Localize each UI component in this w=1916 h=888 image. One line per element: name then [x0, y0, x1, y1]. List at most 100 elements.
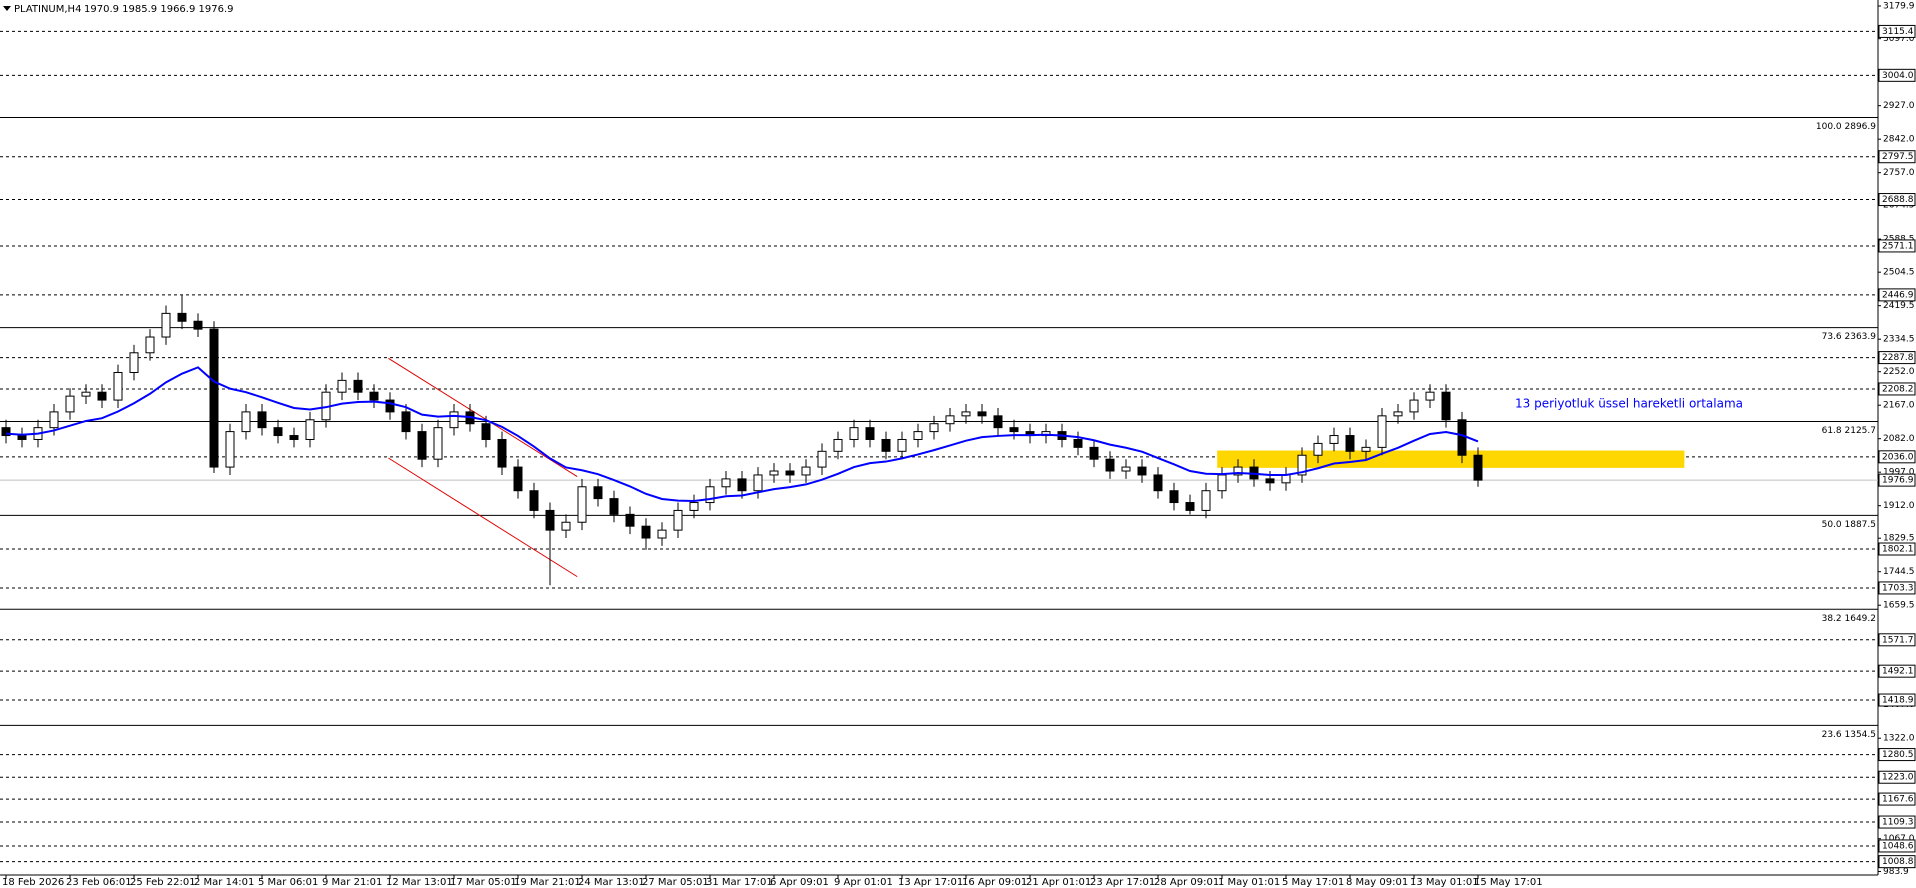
candle-body — [625, 513, 635, 527]
level-label: 1223.0 — [1882, 773, 1914, 783]
x-tick-label: 5 Mar 06:01 — [258, 877, 318, 888]
level-label-box — [1878, 792, 1916, 806]
candle-body — [1473, 454, 1483, 481]
fib-label: 50.0 1887.5 — [1822, 520, 1876, 530]
level-label: 1492.1 — [1882, 667, 1914, 677]
x-tick-label: 13 Apr 17:01 — [898, 877, 963, 888]
channel-line — [388, 357, 578, 477]
candle-body — [753, 474, 763, 492]
candle-body — [1441, 391, 1451, 421]
level-label: 1802.1 — [1882, 545, 1914, 555]
candle-body — [865, 427, 875, 440]
candle-body — [961, 411, 971, 417]
candle-body — [929, 423, 939, 433]
candle-body — [817, 450, 827, 468]
x-tick-label: 27 Mar 05:01 — [642, 877, 709, 888]
candle-body — [1313, 442, 1323, 456]
candle-body — [657, 529, 667, 539]
candle-body — [497, 438, 507, 468]
x-tick-label: 17 Mar 05:01 — [450, 877, 517, 888]
level-label: 2287.8 — [1882, 353, 1914, 363]
x-tick-label: 18 Feb 2026 — [2, 877, 64, 888]
x-tick-label: 9 Apr 01:01 — [834, 877, 893, 888]
candle-body — [1457, 419, 1467, 456]
x-tick-label: 5 May 17:01 — [1282, 877, 1344, 888]
candle-body — [977, 411, 987, 417]
candle-body — [401, 411, 411, 433]
level-label-box — [1878, 193, 1916, 207]
level-label-box — [1878, 664, 1916, 678]
y-tick-label: 1659.5 — [1883, 601, 1915, 611]
y-tick-label: 2419.5 — [1883, 301, 1915, 311]
candle-body — [545, 509, 555, 531]
level-label: 1280.5 — [1882, 750, 1914, 760]
candle-body — [1, 427, 11, 437]
candle-body — [1089, 446, 1099, 460]
annotation: 13 periyotluk üssel hareketli ortalama — [1515, 397, 1743, 411]
level-label-box — [1878, 748, 1916, 762]
candle-body — [385, 399, 395, 413]
candle-body — [161, 312, 171, 338]
candle-body — [1265, 478, 1275, 484]
level-label: 1167.6 — [1882, 795, 1914, 805]
candle-body — [1409, 399, 1419, 413]
candle-body — [721, 478, 731, 488]
candle-body — [337, 379, 347, 393]
candle-body — [689, 502, 699, 511]
candle-body — [113, 371, 123, 401]
candle-body — [769, 470, 779, 476]
level-label: 1571.7 — [1882, 635, 1914, 645]
x-tick-label: 1 May 01:01 — [1218, 877, 1280, 888]
candle-body — [241, 411, 251, 433]
candle-body — [1233, 466, 1243, 476]
level-label-box — [1878, 68, 1916, 82]
fib-label: 23.6 1354.5 — [1822, 730, 1876, 740]
candle-body — [1073, 438, 1083, 448]
level-label-box — [1878, 450, 1916, 464]
candle-body — [529, 490, 539, 511]
candle-body — [609, 498, 619, 515]
candle-body — [1393, 411, 1403, 417]
y-tick-label: 1912.0 — [1883, 501, 1915, 511]
y-tick-label: 1322.0 — [1883, 734, 1915, 744]
x-tick-label: 13 May 01:01 — [1410, 877, 1479, 888]
candle-body — [1297, 454, 1307, 476]
level-label: 3115.4 — [1882, 27, 1914, 37]
x-tick-label: 16 Apr 09:01 — [962, 877, 1027, 888]
y-tick-label: 3097.0 — [1883, 34, 1915, 44]
level-label: 1418.9 — [1882, 696, 1914, 706]
level-label-box — [1878, 770, 1916, 784]
level-label-box — [1878, 382, 1916, 396]
candle-body — [1361, 446, 1371, 452]
highlight-zone — [1217, 450, 1685, 468]
fib-label: 61.8 2125.7 — [1822, 426, 1876, 436]
level-label-box — [1878, 351, 1916, 365]
candle-body — [305, 419, 315, 440]
candle-body — [881, 438, 891, 452]
candle-body — [577, 486, 587, 523]
candle-body — [97, 391, 107, 401]
y-tick-label: 2927.0 — [1883, 101, 1915, 111]
candle-body — [513, 466, 523, 492]
candle-body — [289, 435, 299, 440]
y-tick-label: 2334.5 — [1883, 335, 1915, 345]
level-label: 1109.3 — [1882, 818, 1914, 828]
y-tick-label: 1997.0 — [1883, 468, 1915, 478]
candle-body — [129, 352, 139, 373]
fib-label: 73.6 2363.9 — [1822, 332, 1877, 342]
candle-body — [1137, 466, 1147, 476]
level-label-box — [1878, 581, 1916, 595]
candle-body — [913, 431, 923, 440]
level-label-box — [1878, 633, 1916, 647]
candle-body — [209, 328, 219, 468]
y-tick-label: 2842.0 — [1883, 135, 1915, 145]
channel-line — [388, 457, 578, 578]
candle-body — [1153, 474, 1163, 492]
y-tick-label: 1744.5 — [1883, 567, 1915, 577]
candle-body — [641, 525, 651, 539]
candle-body — [785, 470, 795, 476]
level-label: 2036.0 — [1882, 452, 1914, 462]
level-label-box — [1878, 288, 1916, 302]
y-tick-label: 2757.0 — [1883, 168, 1915, 178]
